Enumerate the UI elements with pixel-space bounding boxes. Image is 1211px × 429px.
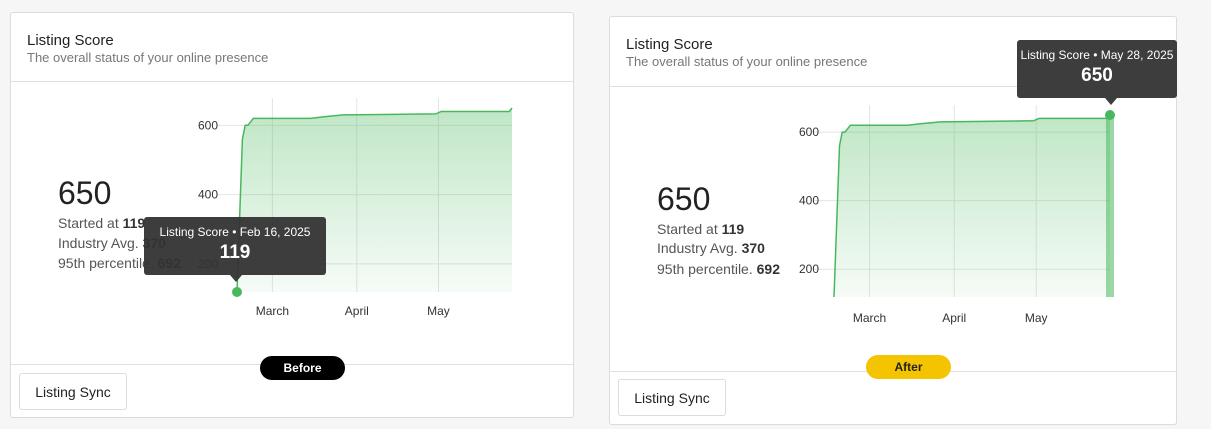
x-tick-label: March (853, 311, 886, 325)
y-tick-label: 600 (799, 125, 819, 139)
x-tick-label: April (345, 304, 369, 318)
y-tick-label: 600 (198, 118, 218, 132)
current-score: 650 (58, 175, 112, 211)
listing-sync-button[interactable]: Listing Sync (19, 373, 127, 410)
listing-score-card-before: Listing Score The overall status of your… (10, 12, 574, 418)
card-title: Listing Score (626, 36, 713, 53)
tooltip-label: Listing Score • Feb 16, 2025 (159, 225, 311, 239)
industry-avg-stat: Industry Avg. 370 (657, 240, 765, 256)
percentile-stat: 95th percentile. 692 (657, 261, 780, 277)
before-badge: Before (260, 356, 345, 380)
tooltip-arrow (1105, 98, 1117, 105)
y-tick-label: 400 (799, 194, 819, 208)
highlight-point (1105, 110, 1115, 120)
after-badge: After (866, 355, 951, 379)
tooltip-value: 119 (219, 242, 251, 263)
listing-score-chart: 200 400 600 March April May (799, 105, 1115, 325)
highlight-point (232, 287, 242, 297)
score-line (236, 107, 513, 293)
header-divider (610, 86, 1176, 87)
x-tick-label: March (256, 304, 289, 318)
chart-tooltip: Listing Score • May 28, 2025 650 (1017, 40, 1177, 98)
y-tick-label: 400 (198, 188, 218, 202)
started-at-stat: Started at 119 (657, 221, 745, 237)
score-line (833, 114, 1111, 298)
score-area (834, 115, 1110, 297)
started-at-stat: Started at 119 (58, 215, 146, 231)
x-tick-label: May (427, 304, 450, 318)
x-tick-label: May (1025, 311, 1048, 325)
header-divider (11, 81, 573, 82)
x-tick-label: April (942, 311, 966, 325)
tooltip-value: 650 (1081, 65, 1113, 86)
highlight-bar (1106, 115, 1114, 297)
y-tick-label: 200 (799, 262, 819, 276)
tooltip-label: Listing Score • May 28, 2025 (1020, 48, 1174, 62)
current-score: 650 (657, 181, 711, 217)
listing-score-card-after: Listing Score The overall status of your… (609, 16, 1177, 425)
tooltip-arrow (230, 275, 242, 282)
listing-sync-button[interactable]: Listing Sync (618, 379, 726, 416)
card-subtitle: The overall status of your online presen… (27, 50, 269, 65)
card-subtitle: The overall status of your online presen… (626, 54, 868, 69)
card-title: Listing Score (27, 32, 114, 49)
chart-tooltip: Listing Score • Feb 16, 2025 119 (144, 217, 326, 275)
